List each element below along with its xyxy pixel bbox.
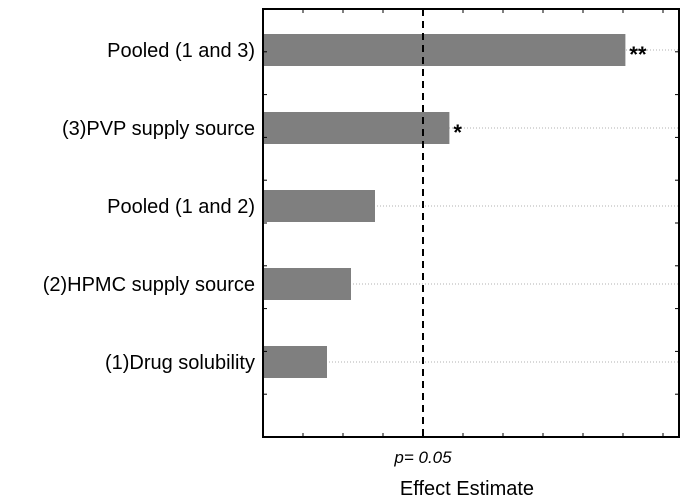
category-label: (3)PVP supply source [62, 118, 255, 140]
bar [263, 34, 626, 66]
category-label: Pooled (1 and 2) [107, 196, 255, 218]
bars [263, 34, 626, 378]
x-axis-title: Effect Estimate [400, 478, 534, 500]
bar [263, 112, 450, 144]
significance-label: * [453, 120, 462, 145]
bar [263, 346, 327, 378]
ticks [263, 8, 679, 438]
reference-line-label: p= 0.05 [393, 448, 452, 467]
significance-labels: *** [453, 42, 647, 145]
bar [263, 268, 351, 300]
category-label: (1)Drug solubility [105, 352, 255, 374]
category-labels: Pooled (1 and 3) (3)PVP supply source Pool… [43, 40, 255, 374]
bar [263, 190, 375, 222]
category-label: Pooled (1 and 3) [107, 40, 255, 62]
category-label: (2)HPMC supply source [43, 274, 255, 296]
significance-label: ** [629, 42, 647, 67]
